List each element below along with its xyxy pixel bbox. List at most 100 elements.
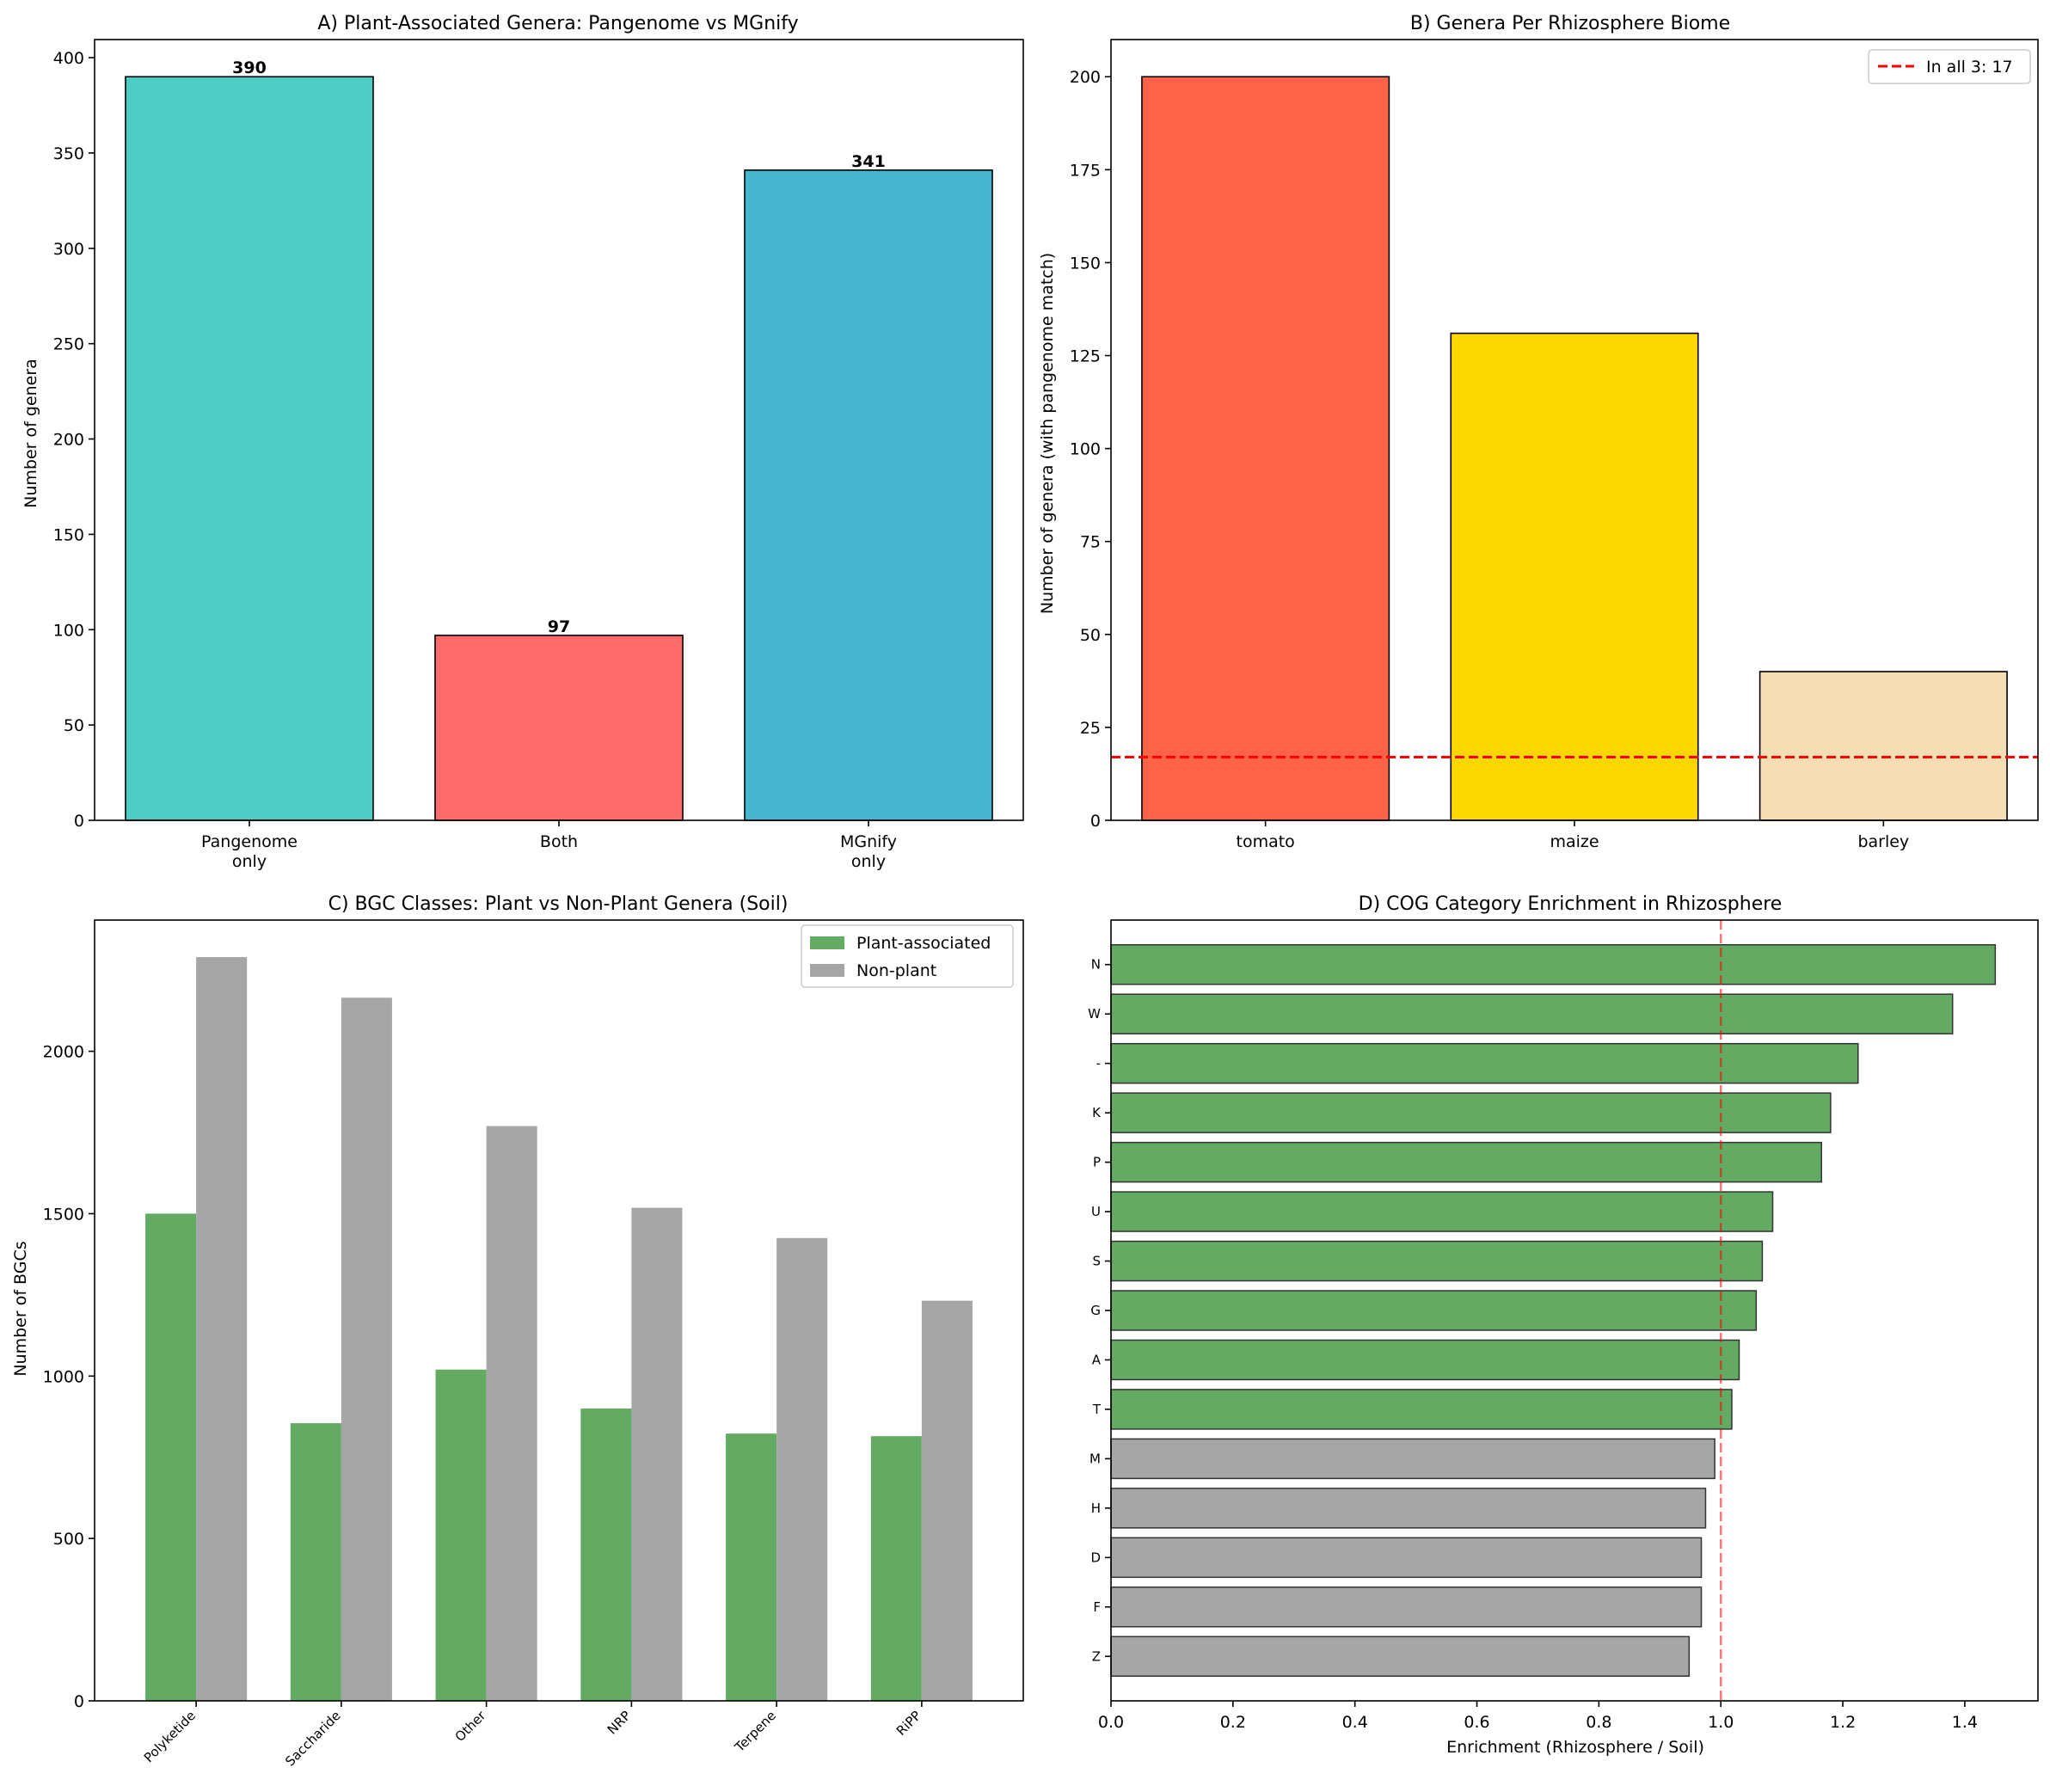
panel-c-bar-plant	[290, 1423, 341, 1701]
panel-d-bar-depleted	[1110, 1586, 1703, 1628]
panel-d-ytick-label: H	[1091, 1500, 1101, 1516]
panel-b-ytick-label: 100	[1070, 440, 1101, 459]
panel-a-bar	[434, 635, 684, 821]
panel-d: D) COG Category Enrichment in Rhizospher…	[1088, 893, 2039, 1757]
panel-c-bar-plant	[870, 1436, 922, 1701]
panel-b-xtick-label: tomato	[1237, 832, 1295, 851]
panel-a-plot-area: 050100150200250300350400390Pangenomeonly…	[53, 39, 1024, 871]
panel-c-ytick-label: 1500	[43, 1205, 84, 1224]
panel-d-ytick-label: U	[1091, 1204, 1101, 1219]
panel-a: A) Plant-Associated Genera: Pangenome vs…	[21, 13, 1024, 871]
panel-d-ytick-label: D	[1090, 1550, 1101, 1565]
panel-d-bar-enriched	[1110, 993, 1954, 1034]
panel-a-xtick-label: MGnify	[840, 832, 897, 851]
panel-b-xtick-label: barley	[1857, 832, 1909, 851]
panel-b-plot-area: 0 25 50 75 100 125 150 175 200 tomato maize barley	[1070, 39, 2039, 851]
panel-a-xtick-label: Pangenome	[201, 832, 298, 851]
panel-a-ytick-label: 300	[53, 240, 84, 259]
panel-c-ytick-label: 0	[74, 1692, 84, 1711]
panel-d-xtick-label: 0.0	[1098, 1713, 1124, 1732]
panel-c-bar-nonplant	[921, 1300, 973, 1701]
panel-d-ytick-label: Z	[1092, 1648, 1101, 1664]
panel-b-axes-frame	[1110, 39, 2039, 821]
panel-a-data-label: 97	[548, 617, 570, 636]
panel-b-legend: In all 3: 17	[1868, 49, 2031, 84]
panel-a-bar	[744, 169, 993, 821]
panel-a-axes-frame	[94, 39, 1024, 821]
panel-a-bar	[125, 76, 374, 821]
panel-d-axes-frame	[1110, 919, 2039, 1702]
panel-b-ytick-label: 75	[1080, 533, 1101, 552]
panel-a-ytick-label: 250	[53, 335, 84, 354]
panel-b-bar	[1141, 76, 1390, 821]
panel-d-bar-depleted	[1110, 1537, 1703, 1579]
panel-b-bar	[1450, 332, 1699, 821]
panel-c-ytick-label: 1000	[43, 1367, 84, 1386]
panel-b-legend-frame	[1868, 49, 2031, 84]
panel-c-bar-plant	[435, 1369, 487, 1701]
panel-d-bar-enriched	[1110, 1191, 1774, 1232]
panel-d-xlabel: Enrichment (Rhizosphere / Soil)	[1446, 1738, 1704, 1757]
panel-d-ytick-label: P	[1093, 1155, 1101, 1170]
panel-d-bar-enriched	[1110, 1042, 1859, 1084]
panel-c-title: C) BGC Classes: Plant vs Non-Plant Gener…	[328, 893, 789, 915]
panel-b-xtick-label: maize	[1550, 832, 1599, 851]
panel-d-xtick-label: 1.4	[1952, 1713, 1978, 1732]
panel-d-ytick-label: A	[1092, 1352, 1102, 1367]
panel-d-xtick-label: 0.2	[1220, 1713, 1246, 1732]
panel-a-title: A) Plant-Associated Genera: Pangenome vs…	[317, 13, 798, 34]
panel-d-bar-enriched	[1110, 1092, 1832, 1133]
panel-d-xtick-label: 1.0	[1708, 1713, 1734, 1732]
panel-d-bar-enriched	[1110, 1290, 1758, 1331]
panel-a-ytick-label: 50	[64, 716, 84, 735]
panel-a-ytick-label: 0	[74, 812, 84, 831]
panel-b-bar	[1758, 671, 2008, 821]
panel-d-ytick-label: -	[1096, 1056, 1101, 1071]
panel-d-bar-depleted	[1110, 1438, 1715, 1480]
panel-c-legend-swatch-plant	[810, 936, 844, 949]
panel-d-ytick-label: S	[1092, 1254, 1101, 1269]
panel-d-xtick-label: 0.4	[1342, 1713, 1368, 1732]
panel-d-ytick-label: M	[1089, 1451, 1101, 1466]
panel-d-bar-enriched	[1110, 943, 1997, 985]
panel-c-ytick-label: 500	[53, 1530, 84, 1549]
panel-a-xtick-label: only	[232, 852, 267, 871]
panel-a-data-label: 341	[851, 152, 886, 171]
panel-d-xtick-label: 0.8	[1586, 1713, 1611, 1732]
panel-d-ytick-label: G	[1090, 1303, 1101, 1318]
panel-d-bar-enriched	[1110, 1141, 1822, 1183]
panel-c-bar-nonplant	[486, 1126, 537, 1701]
panel-c-ylabel: Number of BGCs	[11, 1241, 30, 1376]
panel-b-ytick-label: 175	[1070, 161, 1101, 180]
panel-d-ytick-label: T	[1092, 1402, 1102, 1417]
panel-a-ytick-label: 400	[53, 49, 84, 68]
panel-c-legend: Plant-associated Non-plant	[801, 924, 1014, 988]
panel-a-ylabel: Number of genera	[21, 359, 40, 508]
panel-d-ytick-label: K	[1092, 1105, 1102, 1120]
panel-b-ylabel: Number of genera (with pangenome match)	[1038, 253, 1057, 614]
panel-d-ytick-label: N	[1091, 957, 1101, 973]
panel-c-bar-nonplant	[196, 957, 248, 1701]
panel-c-bar-plant	[580, 1408, 632, 1701]
panel-b-ytick-label: 200	[1070, 68, 1101, 87]
panel-c-legend-swatch-nonplant	[810, 964, 844, 977]
panel-c-bar-nonplant	[341, 997, 392, 1701]
panel-c-axes-frame	[94, 919, 1024, 1702]
panel-a-xtick-label: only	[851, 852, 886, 871]
panel-b-ytick-label: 25	[1080, 719, 1101, 738]
panel-d-bar-depleted	[1110, 1636, 1691, 1678]
panel-c-legend-label-nonplant: Non-plant	[856, 961, 936, 980]
panel-d-xtick-label: 0.6	[1464, 1713, 1489, 1732]
panel-d-bar-enriched	[1110, 1339, 1740, 1381]
panel-b-ytick-label: 50	[1080, 626, 1101, 645]
panel-d-xtick-label: 1.2	[1830, 1713, 1856, 1732]
panel-a-ytick-label: 100	[53, 621, 84, 640]
panel-a-ytick-label: 200	[53, 431, 84, 450]
panel-b-ytick-label: 150	[1070, 254, 1101, 273]
panel-c-bar-plant	[145, 1213, 197, 1701]
panel-b-ytick-label: 125	[1070, 347, 1101, 366]
panel-d-bar-enriched	[1110, 1240, 1764, 1282]
panel-d-bar-enriched	[1110, 1389, 1733, 1430]
panel-b-ytick-label: 0	[1090, 812, 1101, 831]
panel-a-data-label: 390	[232, 58, 267, 77]
